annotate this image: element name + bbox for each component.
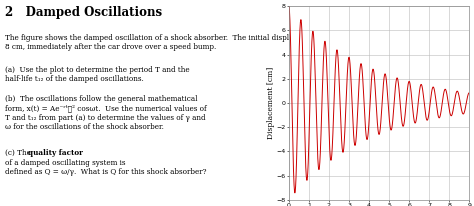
Text: (c) The: (c) The [5,149,33,157]
Text: of a damped oscillating system is
defined as Q = ω/γ.  What is Q for this shock : of a damped oscillating system is define… [5,159,206,176]
Text: quality factor: quality factor [27,149,82,157]
Text: 2   Damped Oscillations: 2 Damped Oscillations [5,6,162,19]
Text: (b)  The oscillations follow the general mathematical
form, x(t) = Ae⁻ʳᵗᐟ² cosωt: (b) The oscillations follow the general … [5,95,206,131]
Text: The figure shows the damped oscillation of a shock absorber.  The initial displa: The figure shows the damped oscillation … [5,34,418,52]
Y-axis label: Displacement [cm]: Displacement [cm] [267,67,275,139]
Text: (a)  Use the plot to determine the period T and the
half-life t₁₂ of the damped : (a) Use the plot to determine the period… [5,66,190,83]
